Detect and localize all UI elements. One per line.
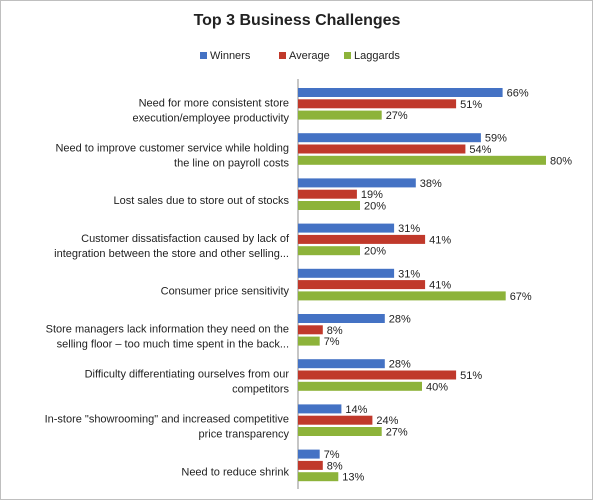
category-label: Need to improve customer service while h…	[55, 143, 289, 170]
category-label: Store managers lack information they nee…	[46, 323, 289, 350]
value-label: 66%	[507, 88, 529, 100]
bar-winners	[298, 178, 416, 188]
bar-laggards	[298, 472, 339, 482]
bar-laggards	[298, 381, 422, 391]
value-label: 28%	[389, 314, 411, 326]
value-label: 54%	[469, 144, 491, 156]
value-label: 41%	[429, 280, 451, 292]
legend-item-laggards: Laggards	[344, 50, 400, 62]
bar-laggards	[298, 110, 382, 120]
value-label: 20%	[364, 201, 386, 213]
value-label: 27%	[386, 427, 408, 439]
bar-winners	[298, 88, 503, 97]
value-label: 40%	[426, 381, 448, 393]
bar-average	[298, 460, 323, 470]
category-label: Lost sales due to store out of stocks	[114, 195, 290, 207]
value-label: 51%	[460, 370, 482, 382]
category-label: In-store "showrooming" and increased com…	[45, 414, 290, 441]
value-label: 31%	[398, 268, 420, 280]
bar-laggards	[298, 291, 506, 301]
bar-laggards	[298, 336, 320, 346]
bar-winners	[298, 314, 385, 323]
legend-label: Average	[289, 50, 330, 62]
legend-swatch	[279, 52, 286, 59]
legend-item-winners: Winners	[200, 50, 251, 62]
bar-laggards	[298, 155, 546, 165]
value-label: 24%	[376, 415, 398, 427]
bar-winners	[298, 449, 320, 459]
value-label: 8%	[327, 460, 343, 472]
value-label: 41%	[429, 234, 451, 246]
legend-label: Winners	[210, 50, 251, 62]
legend: Winners Average Laggards	[200, 50, 400, 62]
value-label: 20%	[364, 246, 386, 258]
chart-title: Top 3 Business Challenges	[194, 12, 401, 29]
bar-average	[298, 415, 373, 425]
legend-swatch	[200, 52, 207, 59]
value-label: 7%	[324, 336, 340, 348]
value-label: 28%	[389, 359, 411, 371]
value-labels: 66%51%27%59%54%80%38%19%20%31%41%20%31%4…	[324, 88, 573, 484]
category-label: Need to reduce shrink	[181, 466, 289, 478]
bar-laggards	[298, 246, 360, 256]
value-label: 13%	[342, 472, 364, 484]
bar-average	[298, 234, 426, 244]
value-label: 80%	[550, 155, 572, 167]
category-label: Consumer price sensitivity	[161, 286, 290, 298]
value-label: 7%	[324, 449, 340, 461]
bar-winners	[298, 223, 395, 233]
bar-winners	[298, 133, 481, 143]
bar-average	[298, 370, 457, 380]
bar-average	[298, 280, 426, 290]
bar-laggards	[298, 427, 382, 436]
category-labels: Need for more consistent store execution/…	[45, 97, 290, 478]
value-label: 27%	[386, 110, 408, 122]
bar-average	[298, 325, 323, 335]
value-label: 19%	[361, 189, 383, 201]
bar-winners	[298, 268, 395, 278]
legend-label: Laggards	[354, 50, 400, 62]
category-label: Customer dissatisfaction caused by lack …	[54, 233, 290, 260]
bar-average	[298, 144, 466, 154]
value-label: 31%	[398, 223, 420, 235]
bar-average	[298, 99, 457, 109]
value-label: 14%	[345, 404, 367, 416]
bar-average	[298, 189, 357, 199]
bar-winners	[298, 404, 342, 414]
bars	[298, 88, 546, 482]
value-label: 67%	[510, 291, 532, 303]
legend-item-average: Average	[279, 50, 330, 62]
value-label: 38%	[420, 178, 442, 190]
value-label: 59%	[485, 133, 507, 145]
legend-swatch	[344, 52, 351, 59]
category-label: Difficulty differentiating ourselves fro…	[85, 369, 290, 396]
bar-winners	[298, 359, 385, 369]
bar-laggards	[298, 201, 360, 210]
value-label: 8%	[327, 325, 343, 337]
category-label: Need for more consistent store execution/…	[132, 97, 289, 124]
value-label: 51%	[460, 99, 482, 111]
